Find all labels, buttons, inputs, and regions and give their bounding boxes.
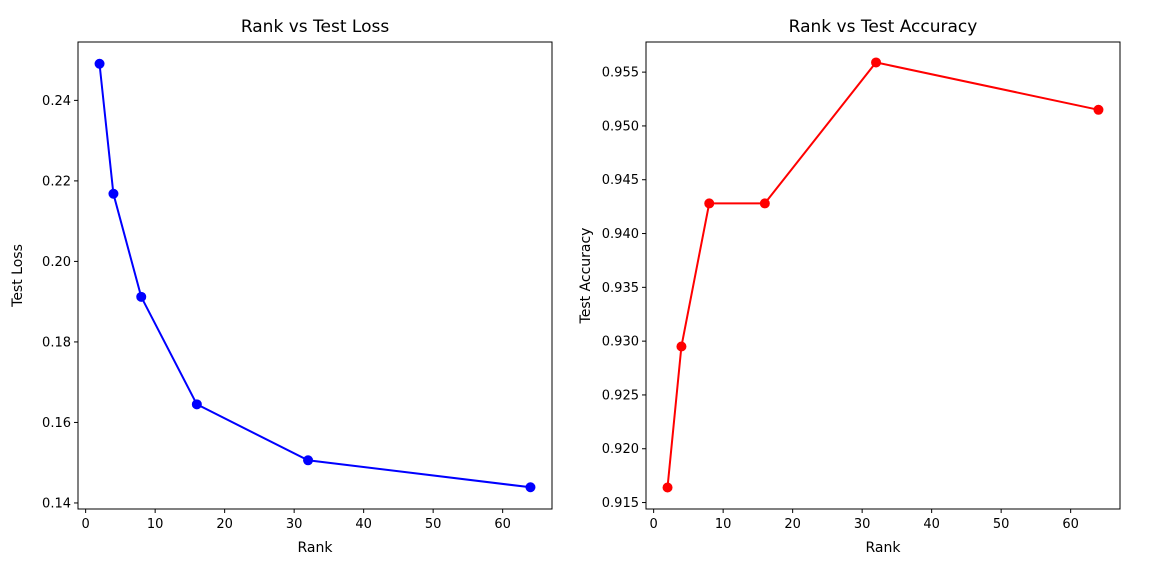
y-tick-label: 0.18 (42, 335, 71, 350)
y-tick-label: 0.24 (42, 94, 71, 109)
loss-chart: 0 10 20 30 40 50 60 0.14 0.16 0.18 0.20 0.22 0.24 Ran… (10, 17, 553, 556)
chart-title: Rank vs Test Loss (241, 17, 390, 37)
y-tick-label: 0.16 (42, 416, 71, 431)
plot-frame (77, 41, 553, 510)
y-tick-label: 0.940 (602, 227, 639, 242)
data-point (704, 198, 715, 209)
y-tick-label: 0.955 (602, 66, 639, 81)
y-tick-label: 0.945 (602, 173, 639, 188)
data-point (759, 198, 770, 209)
x-tick-label: 30 (286, 517, 303, 532)
x-axis-label: Rank (866, 540, 902, 556)
data-point (525, 482, 536, 493)
data-point (676, 341, 687, 352)
x-tick-label: 40 (355, 517, 372, 532)
y-tick-label: 0.925 (602, 388, 639, 403)
data-point (136, 291, 147, 302)
x-tick-label: 40 (923, 517, 940, 532)
chart-title: Rank vs Test Accuracy (789, 17, 978, 37)
x-tick-label: 10 (147, 517, 164, 532)
data-point (662, 482, 673, 493)
x-tick-label: 20 (784, 517, 801, 532)
y-tick-label: 0.920 (602, 442, 639, 457)
accuracy-chart: 0 10 20 30 40 50 60 0.915 0.920 0.925 0.930 0.935 0.… (578, 17, 1121, 556)
data-point (1093, 104, 1104, 115)
y-tick-label: 0.22 (42, 174, 71, 189)
y-tick-label: 0.930 (602, 335, 639, 350)
y-tick-label: 0.20 (42, 255, 71, 270)
y-tick-label: 0.950 (602, 119, 639, 134)
y-tick-label: 0.915 (602, 496, 639, 511)
data-point (94, 58, 105, 69)
y-tick-label: 0.14 (42, 496, 71, 511)
x-tick-label: 60 (494, 517, 511, 532)
data-point (108, 188, 119, 199)
series-line (666, 61, 1099, 488)
x-tick-label: 10 (715, 517, 732, 532)
data-point (191, 399, 202, 410)
x-tick-label: 0 (650, 517, 658, 532)
data-point (303, 455, 314, 466)
x-axis-label: Rank (298, 540, 334, 556)
x-tick-label: 50 (993, 517, 1010, 532)
x-tick-label: 20 (216, 517, 233, 532)
plot-frame (645, 41, 1121, 510)
y-tick-label: 0.935 (602, 281, 639, 296)
x-tick-label: 60 (1062, 517, 1079, 532)
data-point (871, 57, 882, 68)
x-tick-label: 30 (854, 517, 871, 532)
series-line (98, 63, 531, 489)
x-tick-label: 50 (425, 517, 442, 532)
x-tick-label: 0 (82, 517, 90, 532)
y-axis-label: Test Accuracy (578, 228, 594, 325)
y-axis-label: Test Loss (10, 244, 26, 308)
